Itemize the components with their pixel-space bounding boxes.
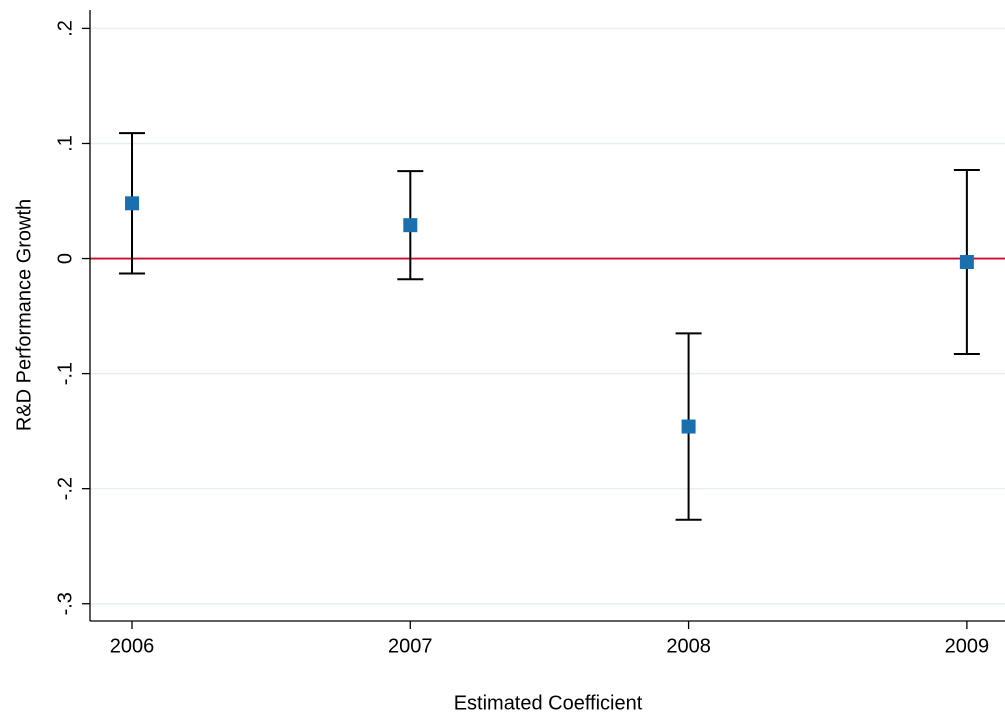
- y-tick-label: -.3: [54, 592, 76, 615]
- y-axis-title: R&D Performance Growth: [13, 199, 35, 431]
- x-tick-label: 2009: [945, 635, 990, 657]
- point: [959, 254, 974, 269]
- y-tick-label: -.2: [54, 477, 76, 500]
- point: [125, 196, 140, 211]
- x-tick-label: 2007: [388, 635, 433, 657]
- point: [681, 419, 696, 434]
- x-axis-title: Estimated Coefficient: [454, 692, 643, 714]
- x-tick-label: 2008: [666, 635, 711, 657]
- y-tick-label: -.1: [54, 362, 76, 385]
- y-tick-label: 0: [54, 253, 76, 264]
- x-tick-label: 2006: [110, 635, 155, 657]
- y-tick-label: .2: [54, 20, 76, 37]
- point: [403, 218, 418, 233]
- y-tick-label: .1: [54, 135, 76, 152]
